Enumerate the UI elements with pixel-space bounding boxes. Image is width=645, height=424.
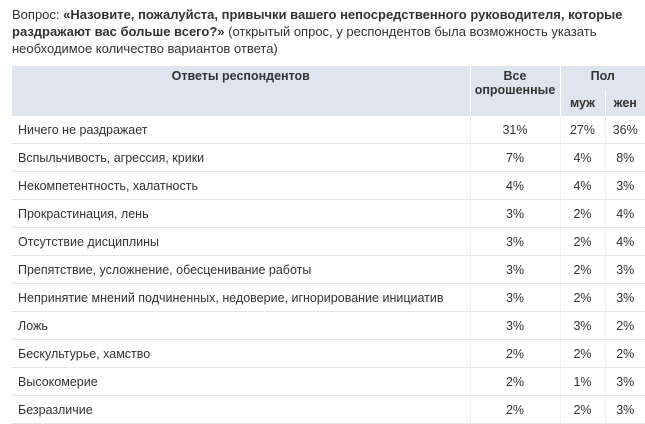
header-all: Все опрошенные <box>469 66 560 116</box>
cell-male: 2% <box>559 339 605 368</box>
cell-answer: Ничего не раздражает <box>12 116 470 144</box>
cell-female: 3% <box>604 395 645 424</box>
cell-all: 7% <box>469 143 560 172</box>
cell-answer: Отсутствие дисциплины <box>12 227 470 256</box>
header-gender: Пол <box>559 66 645 90</box>
table-row: Отсутствие дисциплины 3% 2% 4% <box>12 227 645 256</box>
table-row: Безразличие 2% 2% 3% <box>12 395 645 424</box>
cell-all: 31% <box>469 116 560 144</box>
cell-female: 4% <box>604 227 645 256</box>
cell-female: 2% <box>604 339 645 368</box>
question-note: (открытый опрос, у респондентов была воз… <box>12 24 597 56</box>
question-text: «Назовите, пожалуйста, привычки вашего н… <box>12 7 623 39</box>
cell-all: 3% <box>469 283 560 312</box>
cell-answer: Ложь <box>12 311 470 340</box>
question-prefix: Вопрос: <box>12 7 60 22</box>
cell-answer: Препятствие, усложнение, обесценивание р… <box>12 255 470 284</box>
cell-male: 27% <box>559 116 605 144</box>
cell-female: 3% <box>604 171 645 200</box>
cell-female: 4% <box>604 199 645 228</box>
cell-male: 2% <box>559 227 605 256</box>
cell-male: 2% <box>559 283 605 312</box>
cell-female: 8% <box>604 143 645 172</box>
table-row: Непринятие мнений подчиненных, недоверие… <box>12 283 645 312</box>
cell-female: 2% <box>604 311 645 340</box>
table-row: Высокомерие 2% 1% 3% <box>12 367 645 396</box>
cell-all: 2% <box>469 339 560 368</box>
cell-female: 3% <box>604 283 645 312</box>
cell-female: 3% <box>604 255 645 284</box>
table-row: Ложь 3% 3% 2% <box>12 311 645 340</box>
table-row: Некомпетентность, халатность 4% 4% 3% <box>12 171 645 200</box>
table-row: Вспыльчивость, агрессия, крики 7% 4% 8% <box>12 143 645 172</box>
cell-female: 3% <box>604 367 645 396</box>
cell-all: 4% <box>469 171 560 200</box>
cell-male: 2% <box>559 199 605 228</box>
cell-all: 2% <box>469 367 560 396</box>
cell-male: 3% <box>559 311 605 340</box>
cell-all: 3% <box>469 255 560 284</box>
cell-male: 2% <box>559 395 605 424</box>
cell-answer: Некомпетентность, халатность <box>12 171 470 200</box>
cell-answer: Прокрастинация, лень <box>12 199 470 228</box>
results-table: Ответы респондентов Все опрошенные Пол м… <box>12 66 645 424</box>
cell-female: 36% <box>604 116 645 144</box>
cell-answer: Безразличие <box>12 395 470 424</box>
table-body: Ничего не раздражает 31% 27% 36% Вспыльчивос… <box>12 116 645 424</box>
header-female: жен <box>604 90 645 116</box>
cell-all: 3% <box>469 227 560 256</box>
cell-all: 3% <box>469 199 560 228</box>
cell-answer: Высокомерие <box>12 367 470 396</box>
table-row: Прокрастинация, лень 3% 2% 4% <box>12 199 645 228</box>
table-row: Бескультурье, хамство 2% 2% 2% <box>12 339 645 368</box>
header-male: муж <box>559 90 605 116</box>
cell-male: 4% <box>559 143 605 172</box>
question: Вопрос: «Назовите, пожалуйста, привычки … <box>12 6 632 57</box>
cell-all: 3% <box>469 311 560 340</box>
cell-male: 2% <box>559 255 605 284</box>
cell-answer: Вспыльчивость, агрессия, крики <box>12 143 470 172</box>
table-row: Препятствие, усложнение, обесценивание р… <box>12 255 645 284</box>
cell-all: 2% <box>469 395 560 424</box>
table-row: Ничего не раздражает 31% 27% 36% <box>12 116 645 144</box>
cell-answer: Непринятие мнений подчиненных, недоверие… <box>12 283 470 312</box>
cell-answer: Бескультурье, хамство <box>12 339 470 368</box>
header-answers: Ответы респондентов <box>12 66 470 116</box>
cell-male: 4% <box>559 171 605 200</box>
cell-male: 1% <box>559 367 605 396</box>
